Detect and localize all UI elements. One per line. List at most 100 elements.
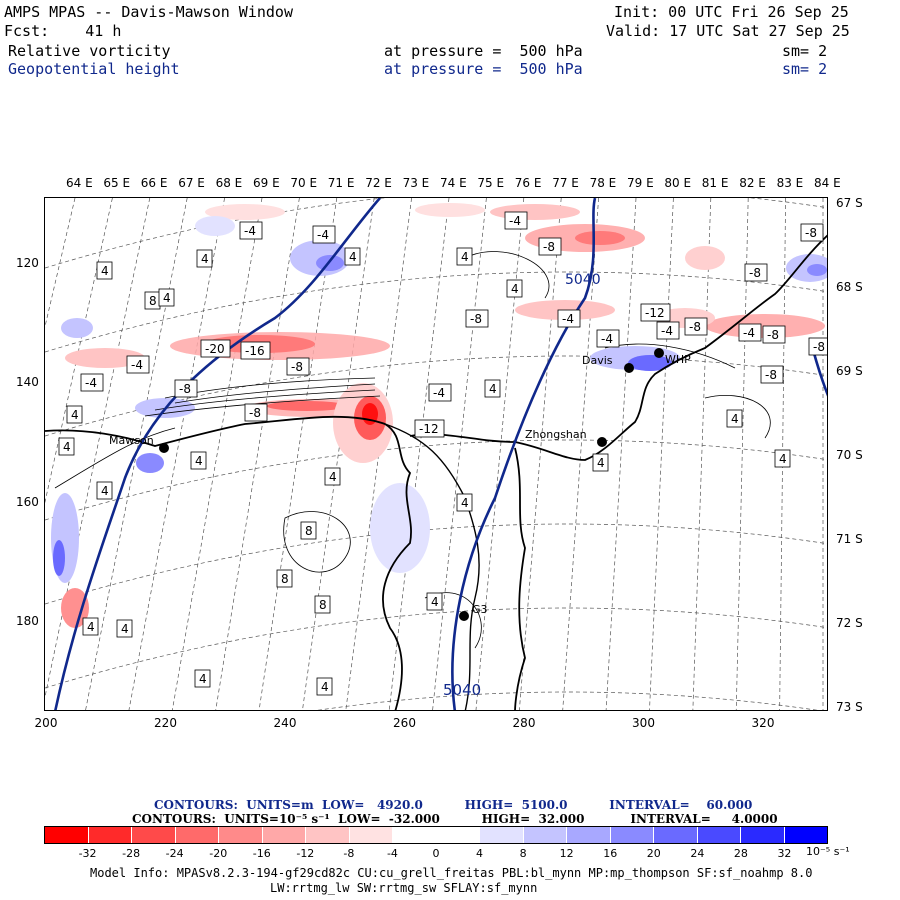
svg-text:4: 4: [321, 680, 329, 694]
field2-level: at pressure = 500 hPa: [384, 60, 583, 78]
svg-text:-4: -4: [601, 332, 613, 346]
lon-label: 83 E: [776, 176, 804, 190]
colorbar-tick: 24: [690, 847, 705, 860]
colorbar-swatch: [697, 827, 741, 843]
svg-text:4: 4: [195, 454, 203, 468]
svg-text:-8: -8: [765, 368, 777, 382]
svg-text:-12: -12: [419, 422, 439, 436]
vorticity-label: -4: [80, 373, 104, 392]
x-tick-label: 320: [751, 716, 775, 730]
station-zhongshan-marker[interactable]: [597, 437, 607, 447]
parallel-line: [45, 271, 827, 353]
svg-text:4: 4: [597, 456, 605, 470]
colorbar-tick: -32: [78, 847, 97, 860]
colorbar-tick: -28: [122, 847, 141, 860]
model-info-line2: LW:rrtmg_lw SW:rrtmg_sw SFLAY:sf_mynn: [270, 881, 538, 895]
colorbar-swatch: [132, 827, 176, 843]
y-tick-label: 160: [16, 495, 39, 509]
vorticity-label: -4: [557, 309, 581, 328]
svg-text:-8: -8: [291, 360, 303, 374]
svg-text:-20: -20: [205, 342, 225, 356]
svg-text:4: 4: [329, 470, 337, 484]
vorticity-label: -8: [684, 317, 708, 336]
lat-label: 71 S: [836, 532, 863, 546]
svg-text:4: 4: [199, 672, 207, 686]
svg-text:-8: -8: [249, 406, 261, 420]
colorbar-swatch: [88, 827, 132, 843]
field2-smoothing: sm= 2: [782, 60, 828, 78]
lat-label: 69 S: [836, 364, 863, 378]
svg-text:-4: -4: [131, 358, 143, 372]
vorticity-label: -4: [239, 221, 263, 240]
station-davis-label: Davis: [582, 354, 613, 367]
svg-text:8: 8: [319, 598, 327, 612]
vorticity-label: -4: [428, 383, 452, 402]
svg-text:-8: -8: [179, 382, 191, 396]
height-contour-info: CONTOURS: UNITS=m LOW= 4920.0 HIGH= 5100…: [154, 798, 753, 812]
vorticity-label: 4: [484, 379, 501, 398]
x-tick-label: 300: [632, 716, 655, 730]
lon-label: 67 E: [178, 176, 205, 190]
colorbar-tick: 0: [432, 847, 440, 860]
x-tick-label: 240: [273, 716, 297, 730]
vorticity-label: -4: [656, 321, 680, 340]
station-g3-marker[interactable]: [459, 611, 469, 621]
x-tick-label: 200: [34, 716, 58, 730]
colorbar-swatch: [349, 827, 393, 843]
colorbar-swatch: [784, 827, 827, 843]
lat-label: 73 S: [836, 700, 863, 714]
meridian-line: [258, 198, 338, 710]
vorticity-label: 4: [190, 451, 207, 470]
station-davis-marker[interactable]: [624, 363, 634, 373]
lon-label: 74 E: [440, 176, 467, 190]
svg-text:4: 4: [489, 382, 497, 396]
stations: Mawson Davis WHP Zhongshan G3: [109, 348, 691, 621]
lon-label: 81 E: [701, 176, 729, 190]
vorticity-label: -8: [800, 223, 824, 242]
lat-label: 70 S: [836, 448, 863, 462]
station-mawson-marker[interactable]: [159, 443, 169, 453]
vorticity-label: -8: [286, 357, 310, 376]
model-info-line1: Model Info: MPASv8.2.3-194-gf29cd82c CU:…: [90, 866, 813, 880]
colorbar-tick: -20: [209, 847, 228, 860]
lon-label: 72 E: [365, 176, 392, 190]
vorticity-label: 4: [196, 249, 213, 268]
svg-text:-4: -4: [433, 386, 445, 400]
vorticity-label: 4: [96, 481, 113, 500]
lon-label: 73 E: [402, 176, 430, 190]
colorbar-tick: -4: [386, 847, 398, 860]
station-whp-marker[interactable]: [654, 348, 664, 358]
svg-text:-4: -4: [743, 326, 755, 340]
vorticity-label: -4: [504, 211, 528, 230]
map-panel[interactable]: 5040 5040 Mawson Davis WHP Zhongshan G3 …: [44, 197, 828, 711]
y-tick-label: 180: [16, 614, 39, 628]
station-whp-label: WHP: [665, 353, 691, 366]
field1-name: Relative vorticity: [8, 42, 171, 60]
vorticity-label: -16: [240, 341, 271, 360]
vorticity-label: 4: [456, 493, 473, 512]
colorbar-swatch: [654, 827, 698, 843]
parallel-line: [45, 355, 827, 437]
x-tick-label: 280: [512, 716, 536, 730]
vorticity-label: -8: [808, 337, 827, 356]
vorticity-label: 8: [300, 521, 317, 540]
meridian-line: [45, 198, 151, 699]
svg-text:-8: -8: [749, 266, 761, 280]
lon-label: 70 E: [290, 176, 318, 190]
lon-label: 84 E: [814, 176, 841, 190]
svg-text:-4: -4: [661, 324, 673, 338]
meridian-line: [692, 198, 712, 710]
svg-text:-4: -4: [509, 214, 521, 228]
vorticity-label: -4: [738, 323, 762, 342]
lon-label: 82 E: [739, 176, 766, 190]
svg-text:-8: -8: [805, 226, 817, 240]
station-zhongshan-label: Zhongshan: [525, 428, 587, 441]
svg-text:-8: -8: [543, 240, 555, 254]
colorbar-tick: 28: [733, 847, 748, 860]
vorticity-label: -4: [312, 225, 336, 244]
lon-label: 66 E: [140, 176, 168, 190]
height-label-1: 5040: [565, 272, 601, 288]
meridian-line: [45, 198, 76, 329]
svg-text:4: 4: [63, 440, 71, 454]
svg-text:-4: -4: [562, 312, 574, 326]
